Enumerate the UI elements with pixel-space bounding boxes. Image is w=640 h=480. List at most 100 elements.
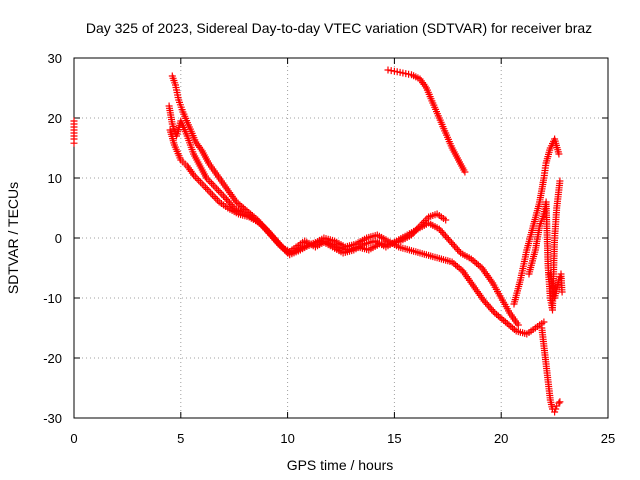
y-tick-label: 20 xyxy=(48,111,62,126)
x-tick-label: 15 xyxy=(387,431,401,446)
data-point xyxy=(455,247,463,255)
y-tick-label: 30 xyxy=(48,51,62,66)
data-point xyxy=(558,288,566,296)
data-point xyxy=(461,168,469,176)
data-point xyxy=(442,216,450,224)
data-point xyxy=(264,228,271,236)
data-point xyxy=(488,306,496,314)
data-point xyxy=(209,181,217,189)
data-point xyxy=(556,177,564,185)
series-arc-4 xyxy=(384,66,469,176)
series-start xyxy=(70,117,78,147)
data-point xyxy=(552,405,560,413)
data-point xyxy=(437,227,445,235)
data-point xyxy=(70,139,78,147)
tick-labels: 0 5 10 15 20 25 -30 -20 -10 0 10 20 30 xyxy=(43,51,615,446)
data-point xyxy=(449,240,457,248)
data-point xyxy=(265,229,273,237)
x-axis-label: GPS time / hours xyxy=(287,457,394,473)
data-point xyxy=(197,178,204,186)
data-point xyxy=(551,408,559,416)
data-point xyxy=(486,304,494,312)
data-point xyxy=(273,238,281,246)
series-arc-3 xyxy=(166,126,548,338)
data-point xyxy=(446,237,454,245)
data-point xyxy=(556,273,564,281)
data-point xyxy=(208,179,216,187)
data-point xyxy=(198,180,206,188)
data-point xyxy=(216,188,224,196)
data-point xyxy=(267,231,274,239)
data-point xyxy=(452,244,460,252)
data-point xyxy=(482,299,490,307)
data-point xyxy=(438,228,446,236)
data-point xyxy=(206,178,214,186)
data-point xyxy=(448,239,455,247)
data-point xyxy=(200,182,208,190)
series-arc-7 xyxy=(538,324,564,416)
data-point xyxy=(494,312,502,320)
x-tick-label: 0 xyxy=(70,431,77,446)
x-tick-label: 25 xyxy=(601,431,615,446)
data-point xyxy=(274,240,282,248)
data-point xyxy=(195,176,203,184)
y-tick-label: -30 xyxy=(43,411,62,426)
data-point xyxy=(503,320,511,327)
data-point xyxy=(214,196,221,204)
data-point xyxy=(514,321,522,329)
data-points xyxy=(70,66,566,416)
data-point xyxy=(268,233,276,241)
x-tick-label: 10 xyxy=(280,431,294,446)
data-point xyxy=(489,307,497,315)
series-arc-8 xyxy=(546,270,566,302)
grid-lines xyxy=(74,58,608,418)
data-point xyxy=(223,195,231,203)
data-point xyxy=(227,201,235,209)
data-point xyxy=(256,219,264,227)
data-point xyxy=(450,260,458,267)
data-point xyxy=(444,235,452,243)
data-point xyxy=(193,175,201,183)
data-point xyxy=(480,297,488,305)
data-point xyxy=(203,185,211,193)
data-point xyxy=(556,398,564,406)
data-point xyxy=(483,300,491,308)
data-point xyxy=(205,187,213,195)
data-point xyxy=(454,246,462,254)
data-point xyxy=(226,199,234,207)
data-point xyxy=(540,318,548,326)
data-point xyxy=(555,150,563,158)
data-point xyxy=(211,183,219,191)
y-axis-label: SDTVAR / TECUs xyxy=(5,182,21,294)
data-point xyxy=(555,399,563,407)
data-point xyxy=(240,204,247,212)
data-point xyxy=(214,187,222,195)
data-point xyxy=(435,225,443,233)
data-point xyxy=(208,191,216,199)
data-point xyxy=(441,232,449,240)
y-tick-label: -20 xyxy=(43,351,62,366)
data-point xyxy=(259,222,267,230)
data-point xyxy=(218,190,226,198)
data-point xyxy=(257,221,265,229)
data-point xyxy=(262,226,270,234)
y-tick-label: 10 xyxy=(48,171,62,186)
data-point xyxy=(443,234,451,242)
data-point xyxy=(202,184,210,192)
data-point xyxy=(276,241,284,249)
data-point xyxy=(207,189,215,197)
data-point xyxy=(220,192,227,200)
plot-frame xyxy=(73,57,609,419)
x-tick-label: 20 xyxy=(494,431,508,446)
y-tick-label: 0 xyxy=(55,231,62,246)
data-point xyxy=(270,234,278,242)
y-tick-label: -10 xyxy=(43,291,62,306)
data-point xyxy=(471,258,479,266)
x-tick-label: 5 xyxy=(177,431,184,446)
series-arc-5 xyxy=(510,135,563,308)
chart-title: Day 325 of 2023, Sidereal Day-to-day VTE… xyxy=(86,20,592,36)
data-point xyxy=(221,194,229,202)
data-point xyxy=(210,193,218,201)
data-point xyxy=(212,194,220,202)
